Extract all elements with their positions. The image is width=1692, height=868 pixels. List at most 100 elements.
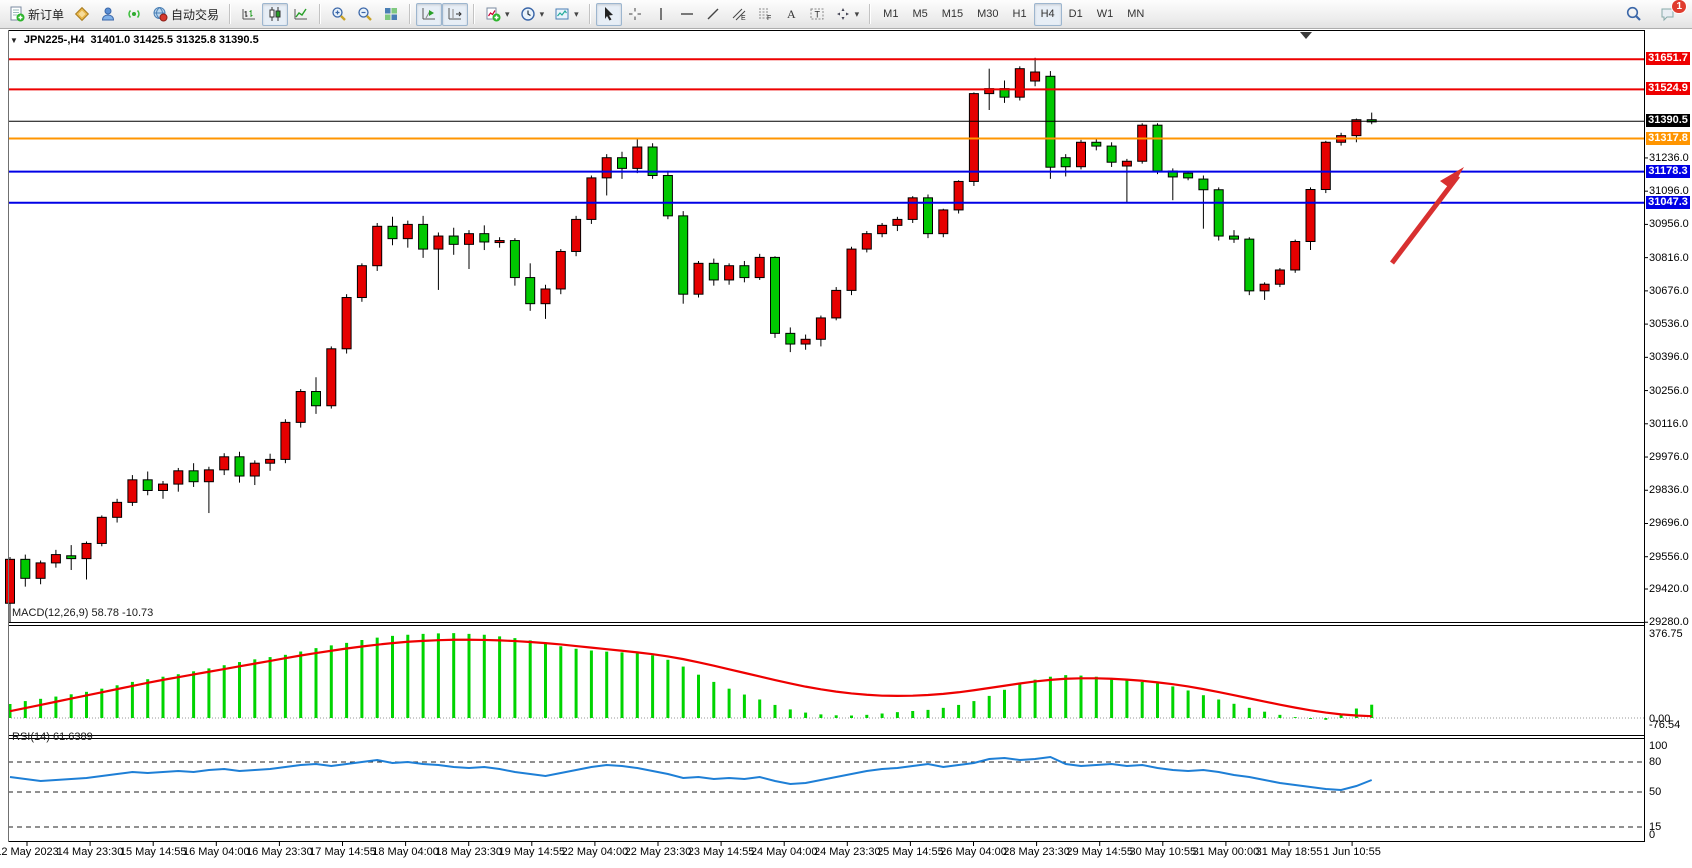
time-axis-label: 18 May 23:30 — [435, 846, 503, 858]
toolbar-separator — [319, 4, 322, 24]
price-tick-label: 30676.0 — [1649, 284, 1689, 297]
text-label-button[interactable]: T — [804, 3, 830, 26]
arrows-button[interactable]: ▾ — [830, 3, 865, 26]
trendline-button[interactable] — [700, 3, 726, 26]
profile-button[interactable] — [95, 3, 121, 26]
time-axis-label: 19 May 14:55 — [498, 846, 566, 858]
line-chart-icon — [293, 6, 309, 22]
chart-window: ▼ JPN225-,H4 31401.0 31425.5 31325.8 313… — [0, 30, 1692, 868]
new-order-button-label: 新订单 — [28, 7, 65, 22]
indicators-button[interactable]: ▾ — [480, 3, 515, 26]
toolbar-separator — [409, 4, 412, 24]
signal-icon — [126, 6, 142, 22]
price-line-badge: 31178.3 — [1646, 164, 1690, 178]
new-order-button[interactable]: 新订单 — [4, 3, 69, 26]
autotrade-button-label: 自动交易 — [171, 7, 220, 22]
hline-icon — [679, 6, 695, 22]
autotrade-button[interactable]: 自动交易 — [147, 3, 224, 26]
horizontal-line-button[interactable] — [674, 3, 700, 26]
pane-borders — [8, 30, 1648, 846]
timeframe-m5[interactable]: M5 — [905, 3, 934, 26]
chart-title-bar[interactable]: ▼ JPN225-,H4 31401.0 31425.5 31325.8 313… — [10, 34, 259, 46]
cursor-icon — [601, 6, 617, 22]
channel-icon: E — [731, 6, 747, 22]
chevron-down-icon: ▼ — [10, 35, 18, 45]
svg-text:T: T — [814, 10, 820, 20]
toolbar-separator — [473, 4, 476, 24]
timeframe-h4-label: H4 — [1040, 8, 1055, 20]
bars-chart-icon — [241, 6, 257, 22]
chart-object-button[interactable] — [69, 3, 95, 26]
macd-indicator-label: MACD(12,26,9) 58.78 -10.73 — [12, 607, 154, 619]
arrow-annotation[interactable] — [1390, 167, 1464, 265]
timeframe-mn[interactable]: MN — [1120, 3, 1151, 26]
time-axis-label: 23 May 14:55 — [687, 846, 755, 858]
price-line-badge: 31047.3 — [1646, 195, 1690, 209]
timeframe-h4[interactable]: H4 — [1033, 2, 1062, 26]
bar-chart-button[interactable] — [236, 3, 262, 26]
price-tick-label: 29696.0 — [1649, 517, 1689, 530]
zoom-out-button[interactable] — [352, 3, 378, 26]
notification-badge: 1 — [1671, 0, 1687, 14]
doc-plus-icon — [9, 6, 25, 22]
price-tick-label: 31096.0 — [1649, 185, 1689, 198]
timeframe-m30[interactable]: M30 — [970, 3, 1005, 26]
zoom-in-button[interactable] — [326, 3, 352, 26]
chart-shift-marker[interactable] — [1300, 32, 1312, 39]
time-axis-label: 15 May 14:55 — [119, 846, 187, 858]
timeframe-w1[interactable]: W1 — [1090, 3, 1121, 26]
auto-scroll-button[interactable] — [416, 2, 443, 26]
zoom-out-icon — [357, 6, 373, 22]
timeframe-mn-label: MN — [1127, 8, 1145, 20]
fibonacci-button[interactable]: F — [752, 3, 778, 26]
time-axis-label: 24 May 23:30 — [813, 846, 881, 858]
line-chart-button[interactable] — [288, 3, 314, 26]
chart-canvas[interactable] — [0, 30, 1692, 868]
rsi-axis-label: 80 — [1649, 756, 1662, 768]
vertical-line-button[interactable] — [648, 3, 674, 26]
timeframe-m5-label: M5 — [912, 8, 928, 20]
signal-button[interactable] — [121, 3, 147, 26]
search-button[interactable] — [1620, 3, 1648, 26]
time-axis-label: 22 May 04:00 — [561, 846, 629, 858]
time-axis-label: 1 Jun 10:55 — [1323, 846, 1381, 858]
time-axis-label: 16 May 23:30 — [246, 846, 313, 858]
timeframe-d1-label: D1 — [1068, 8, 1083, 20]
text-button[interactable]: A — [778, 3, 804, 26]
equidistant-channel-button[interactable]: E — [726, 3, 752, 26]
timeframe-h1[interactable]: H1 — [1006, 3, 1034, 26]
price-tick-label: 29976.0 — [1649, 451, 1689, 464]
notifications-button[interactable]: 1 — [1654, 0, 1687, 26]
timeframe-m15[interactable]: M15 — [935, 3, 970, 26]
text-a-icon: A — [783, 6, 799, 22]
template-icon — [554, 6, 570, 22]
clock-icon — [520, 6, 536, 22]
price-line-badge: 31524.9 — [1646, 82, 1690, 96]
crosshair-button[interactable] — [622, 3, 648, 26]
crosshair-icon — [627, 6, 643, 22]
macd-axis-label: 376.75 — [1649, 628, 1683, 640]
person-icon — [100, 6, 116, 22]
tile-windows-button[interactable] — [378, 3, 404, 26]
candlestick-chart-button[interactable] — [262, 2, 289, 26]
timeframe-d1[interactable]: D1 — [1062, 3, 1090, 26]
horizontal-line-objects[interactable] — [8, 58, 1644, 204]
time-axis-label: 25 May 14:55 — [877, 846, 944, 858]
time-axis-label: 28 May 23:30 — [1003, 846, 1070, 858]
price-tick-label: 30116.0 — [1649, 417, 1688, 430]
periods-button[interactable]: ▾ — [515, 3, 550, 26]
timeframe-m1[interactable]: M1 — [876, 3, 905, 26]
chart-shift-button[interactable] — [442, 2, 469, 26]
price-tick-label: 29280.0 — [1649, 616, 1689, 629]
svg-text:A: A — [787, 7, 796, 21]
cursor-button[interactable] — [595, 2, 622, 26]
svg-text:F: F — [767, 15, 771, 22]
toolbar-separator — [869, 4, 872, 24]
rsi-axis-label: 0 — [1649, 829, 1656, 841]
chart-play-icon — [421, 6, 437, 22]
rsi-pane — [8, 755, 1644, 828]
time-axis-label: 31 May 18:55 — [1255, 846, 1323, 858]
toolbar-group-chart-nav — [416, 0, 469, 28]
dropdown-caret-icon: ▾ — [854, 8, 860, 19]
templates-button[interactable]: ▾ — [549, 3, 584, 26]
